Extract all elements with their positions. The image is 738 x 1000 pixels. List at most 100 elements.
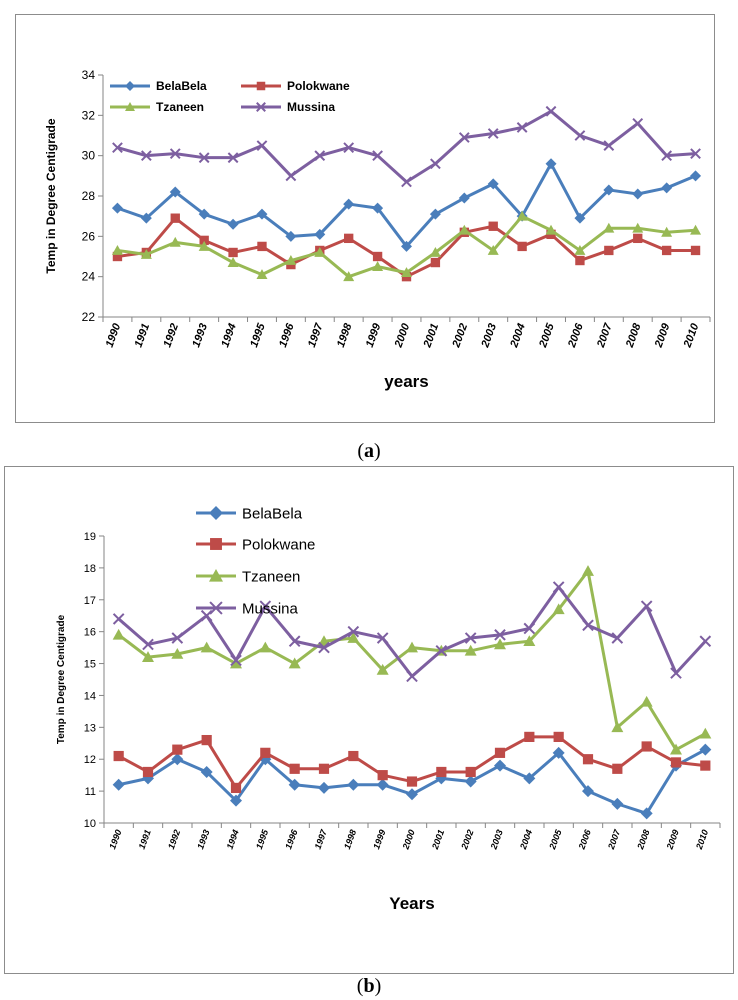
chart-a-point-polokwane — [112, 251, 123, 262]
chart-b-point-polokwane — [700, 760, 711, 771]
chart-b-point-tzaneen — [670, 743, 682, 755]
chart-a-point-polokwane — [430, 257, 441, 268]
chart-b-point-polokwane — [494, 747, 506, 758]
chart-b-point-polokwane — [289, 763, 300, 774]
chart-b-point-belabela — [582, 785, 594, 798]
caption-a: (a) — [357, 440, 381, 462]
chart-b-x-tick-label: 1998 — [342, 828, 358, 850]
chart-b-legend-marker-mussina — [209, 601, 223, 615]
chart-a-point-mussina — [169, 148, 181, 160]
chart-b-line-mussina — [117, 585, 707, 678]
chart-b-point-polokwane — [524, 731, 535, 742]
chart-b-point-mussina — [699, 635, 712, 648]
chart-a-x-tick-label: 2000 — [392, 321, 412, 350]
chart-b-point-polokwane — [553, 731, 564, 742]
chart-b-point-belabela — [640, 807, 653, 820]
chart-b-point-tzaneen — [611, 721, 624, 733]
chart-b-point-polokwane — [670, 757, 682, 768]
chart-b-legend-item-tzaneen: Tzaneen — [196, 568, 300, 585]
chart-b-x-tick-label: 2004 — [518, 828, 535, 851]
chart-a-y-tick-label: 28 — [82, 189, 96, 203]
chart-a-point-tzaneen — [198, 240, 210, 251]
chart-b-y-tick-label: 12 — [84, 754, 96, 766]
chart-b-point-mussina — [142, 638, 154, 651]
chart-b-x-tick-label: 1993 — [195, 828, 211, 850]
chart-b-point-tzaneen — [230, 657, 242, 669]
chart-b-point-tzaneen — [200, 641, 213, 653]
chart-a-legend-marker-polokwane — [256, 81, 266, 91]
chart-b-point-tzaneen — [376, 663, 389, 675]
chart-a-point-belabela — [227, 218, 239, 230]
chart-b-x-tick-label: 2001 — [430, 828, 447, 851]
chart-b-point-mussina — [347, 625, 360, 638]
chart-b-point-mussina — [406, 670, 418, 683]
chart-a-point-belabela — [487, 178, 499, 190]
chart-b-point-tzaneen — [699, 727, 712, 739]
caption-a-letter: a — [364, 440, 374, 462]
chart-a-point-tzaneen — [314, 246, 326, 257]
chart-a-point-polokwane — [488, 221, 498, 231]
chart-a-point-tzaneen — [140, 248, 152, 259]
chart-b-y-tick-label: 19 — [84, 531, 96, 543]
chart-b-x-tick-label: 2003 — [488, 828, 505, 851]
chart-b-point-polokwane — [377, 770, 388, 781]
chart-a-point-tzaneen — [111, 244, 123, 255]
chart-b-point-belabela — [494, 759, 506, 772]
chart-b-x-tick-label: 1999 — [371, 828, 387, 850]
chart-b-x-tick-label: 2007 — [606, 827, 623, 851]
chart-b-x-tick-label: 2000 — [400, 828, 417, 851]
chart-b-point-polokwane — [641, 741, 652, 752]
chart-b-point-belabela — [523, 772, 536, 785]
chart-b-point-tzaneen — [523, 635, 536, 647]
chart-b-x-tick-label: 1994 — [225, 828, 241, 850]
chart-b-series-polokwane — [113, 731, 711, 794]
chart-a-point-mussina — [198, 152, 210, 164]
chart-a-x-tick-label: 1999 — [364, 321, 384, 349]
chart-b-x-tick-label: 2006 — [576, 827, 593, 851]
chart-a-point-belabela — [169, 186, 181, 198]
chart-a-point-mussina — [372, 150, 383, 162]
chart-a-line-belabela — [116, 162, 697, 248]
chart-a-y-tick-label: 26 — [82, 229, 96, 243]
chart-a-point-mussina — [401, 176, 412, 188]
chart-a-point-polokwane — [575, 255, 585, 266]
chart-b-point-belabela — [112, 778, 125, 791]
chart-a-point-tzaneen — [516, 210, 528, 221]
chart-a-point-polokwane — [170, 213, 180, 223]
chart-a-point-mussina — [227, 152, 239, 164]
chart-b-legend-label-mussina: Mussina — [242, 600, 299, 617]
chart-a-point-tzaneen — [458, 224, 470, 235]
chart-a-legend-label-polokwane: Polokwane — [287, 79, 350, 93]
chart-a-point-polokwane — [690, 245, 701, 256]
chart-a-point-belabela — [314, 228, 326, 240]
chart-b-legend-marker-polokwane — [210, 538, 222, 550]
chart-a-point-belabela — [256, 208, 268, 220]
chart-a-frame — [15, 14, 715, 423]
chart-b-point-mussina — [230, 654, 242, 667]
chart-a-point-tzaneen — [574, 244, 586, 255]
chart-a-point-belabela — [458, 192, 470, 204]
chart-a-point-tzaneen — [227, 257, 239, 267]
chart-a-point-mussina — [603, 140, 615, 151]
chart-b-x-tick-label: 2005 — [547, 827, 564, 851]
chart-b-y-tick-label: 10 — [84, 818, 96, 830]
chart-a-x-tick-label: 1995 — [248, 321, 268, 349]
chart-a-point-mussina — [690, 148, 701, 160]
chart-b-point-belabela — [171, 753, 184, 766]
chart-b-point-polokwane — [436, 766, 447, 778]
chart-a-point-tzaneen — [285, 255, 297, 265]
chart-b-point-mussina — [640, 600, 653, 612]
chart-a-point-tzaneen — [603, 222, 615, 233]
chart-b-y-tick-label: 17 — [84, 595, 96, 607]
chart-a-point-mussina — [574, 130, 586, 141]
chart-b-x-axis-title: Years — [389, 894, 434, 913]
chart-b-legend-item-polokwane: Polokwane — [196, 536, 315, 553]
chart-b-x-tick-label: 1992 — [166, 828, 182, 850]
chart-b-legend-item-mussina: Mussina — [196, 600, 299, 617]
chart-a-point-polokwane — [633, 233, 643, 244]
chart-b-legend-item-belabela: BelaBela — [196, 505, 303, 522]
chart-a-x-tick-label: 2004 — [508, 322, 528, 350]
chart-b-legend-marker-tzaneen — [209, 569, 223, 582]
chart-a-x-tick-label: 1994 — [219, 322, 239, 349]
chart-a-y-tick-label: 32 — [82, 108, 96, 122]
